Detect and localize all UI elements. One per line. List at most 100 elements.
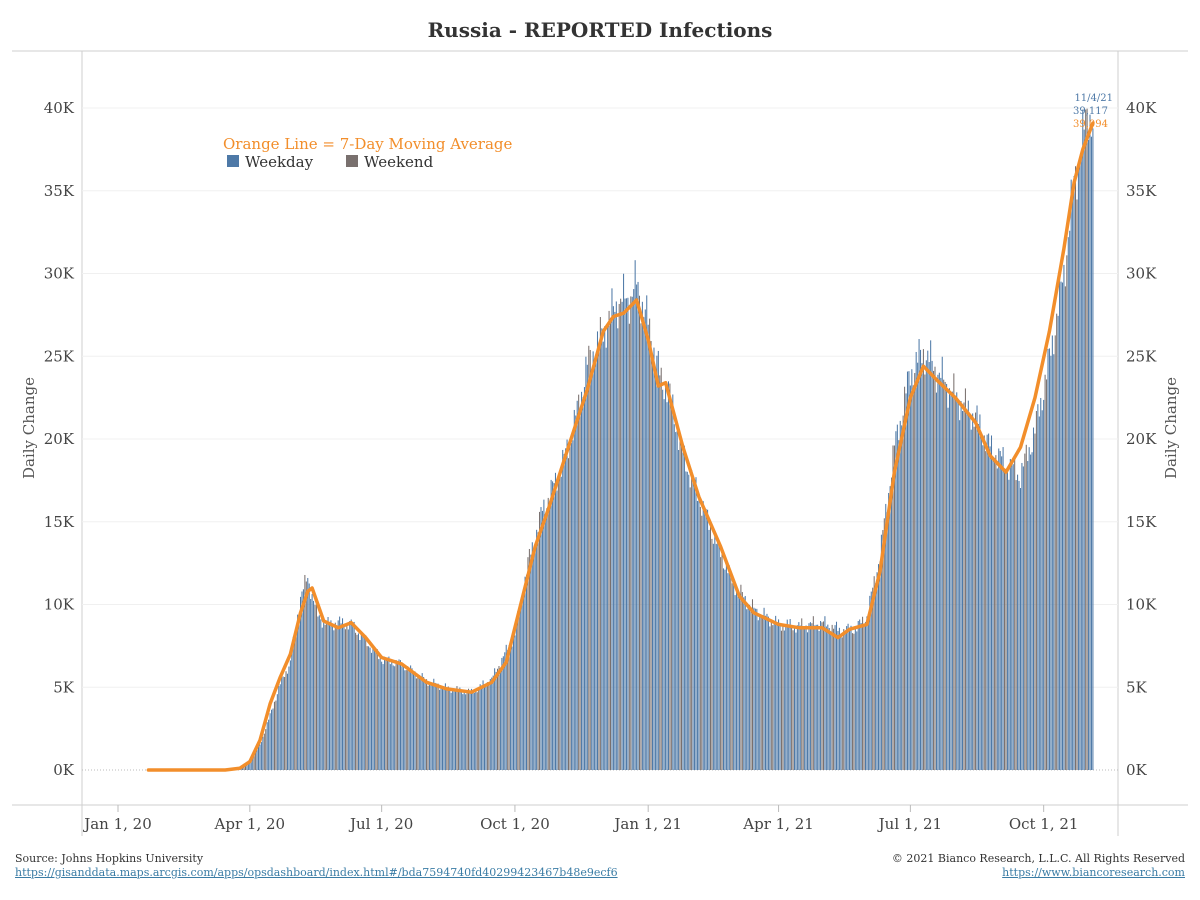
bar [263, 733, 265, 770]
bar [347, 629, 349, 770]
bar [311, 594, 313, 770]
bar [560, 476, 562, 770]
bar [583, 387, 585, 770]
bar [1057, 315, 1059, 770]
bar [433, 678, 435, 770]
source-link[interactable]: https://gisanddata.maps.arcgis.com/apps/… [15, 866, 618, 879]
bar [866, 616, 868, 770]
bar [840, 633, 842, 770]
y-tick-label-right: 10K [1126, 596, 1157, 614]
bar [579, 412, 581, 770]
bar [601, 328, 603, 770]
bar [328, 624, 331, 770]
bar [510, 644, 512, 770]
bar [421, 673, 423, 770]
bar [1085, 109, 1087, 771]
bar [931, 360, 933, 770]
bar [915, 351, 917, 770]
bar [624, 298, 626, 770]
bar [820, 621, 822, 770]
bar [1011, 465, 1013, 770]
bar [581, 391, 583, 770]
bar [828, 628, 830, 770]
bar [297, 614, 299, 770]
bar [399, 660, 401, 770]
bar [307, 577, 309, 770]
bar [476, 692, 478, 770]
bar [760, 616, 762, 770]
bar [1005, 468, 1007, 770]
bar [801, 618, 803, 770]
bar [892, 445, 894, 770]
bar [566, 439, 568, 770]
bar [853, 633, 855, 770]
bar [382, 664, 384, 770]
bar [1048, 348, 1050, 770]
bar [515, 623, 517, 770]
bar [654, 367, 656, 770]
bar [862, 616, 864, 770]
bar [967, 400, 969, 770]
bar [769, 626, 771, 770]
bar [292, 636, 294, 770]
bar [620, 298, 622, 770]
chart-title: Russia - REPORTED Infections [428, 18, 773, 42]
bar [350, 619, 352, 770]
bar [788, 625, 790, 770]
bar [660, 367, 662, 770]
bar [1061, 282, 1064, 770]
bar [893, 445, 895, 770]
site-link[interactable]: https://www.biancoresearch.com [1002, 866, 1185, 879]
y-tick-label-right: 35K [1126, 182, 1157, 200]
bar [999, 450, 1001, 770]
bar [405, 670, 407, 770]
bar [507, 650, 509, 770]
bar [288, 666, 290, 770]
bar [323, 620, 325, 770]
bar [486, 682, 488, 770]
bar [854, 627, 856, 770]
bar [782, 624, 784, 770]
x-tick-label: Apr 1, 21 [742, 815, 814, 833]
bar [295, 626, 297, 770]
bar [1043, 399, 1045, 770]
bar [746, 609, 748, 770]
bar [518, 612, 520, 770]
bar [514, 635, 516, 770]
bar [941, 356, 943, 770]
bar [1060, 281, 1062, 770]
bar [310, 599, 312, 770]
bar [899, 420, 901, 770]
bar [944, 381, 946, 770]
bar [847, 623, 849, 770]
bar [835, 621, 838, 770]
bar [860, 623, 862, 770]
bar [305, 581, 307, 770]
bar [602, 341, 604, 770]
bar [567, 458, 570, 770]
bar [565, 448, 567, 770]
bar [621, 301, 623, 770]
bar [720, 557, 722, 770]
y-tick-label-right: 20K [1126, 430, 1157, 448]
bar [355, 632, 357, 770]
bar [483, 684, 486, 770]
bar [452, 689, 454, 770]
bar [637, 281, 639, 770]
bar [946, 383, 948, 770]
bar [398, 659, 400, 770]
bar [1047, 348, 1049, 770]
bar [524, 576, 526, 770]
bar [754, 608, 756, 770]
bar [647, 324, 649, 770]
bar [501, 657, 503, 770]
bar [817, 624, 819, 770]
bar [468, 688, 470, 770]
bar [505, 644, 507, 770]
bar [547, 497, 549, 770]
bar [394, 666, 396, 770]
bar [757, 620, 759, 770]
bar [652, 362, 654, 770]
bar [879, 561, 881, 770]
bar [575, 415, 577, 770]
